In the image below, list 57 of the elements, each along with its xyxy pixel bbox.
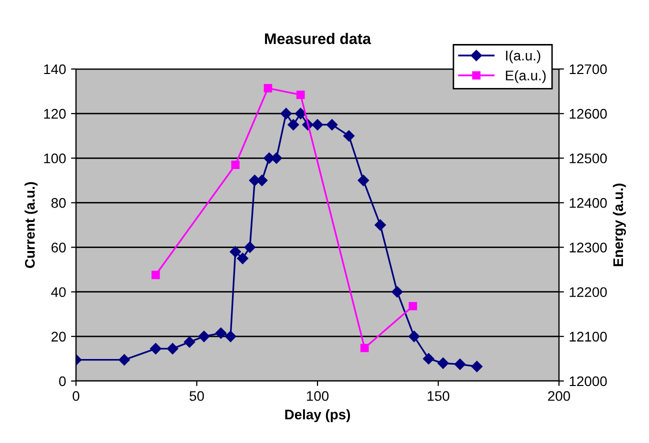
point <box>360 344 369 352</box>
point <box>374 219 386 231</box>
point <box>408 330 420 342</box>
point <box>264 84 272 92</box>
point <box>296 90 305 100</box>
point <box>343 130 354 142</box>
x-axis-title: Delay (ps) <box>285 409 350 422</box>
point <box>215 327 227 339</box>
y-tick-label: 120 <box>44 108 66 119</box>
chart-title: Measured data <box>265 32 372 44</box>
point <box>244 242 256 253</box>
y2-axis-title: Energy (a.u.) <box>612 184 626 266</box>
x-tick-label: 50 <box>190 391 204 401</box>
y2-tick-label: 12400 <box>570 198 607 208</box>
y2-tick-label: 12200 <box>570 287 607 298</box>
point <box>184 336 196 348</box>
point <box>230 246 241 258</box>
point <box>358 174 369 186</box>
point <box>454 358 466 370</box>
point <box>471 360 482 372</box>
y-tick-label: 0 <box>59 376 66 386</box>
point <box>118 354 130 366</box>
point <box>408 302 418 310</box>
point <box>166 343 178 354</box>
point <box>224 330 236 342</box>
y-tick-label: 60 <box>52 242 66 252</box>
x-tick-label: 100 <box>306 391 329 401</box>
y2-tick-label: 12600 <box>570 108 607 119</box>
y-axis-title: Current (a.u.) <box>24 182 38 268</box>
point <box>231 160 240 169</box>
point <box>198 330 210 342</box>
y-tick-label: 40 <box>51 287 66 298</box>
x-tick-label: 200 <box>548 391 570 401</box>
y2-tick-label: 12500 <box>570 153 607 164</box>
point <box>280 108 292 120</box>
point <box>152 270 160 280</box>
point <box>288 119 299 130</box>
y-tick-label: 20 <box>52 332 66 342</box>
point <box>237 252 248 264</box>
point <box>312 119 324 130</box>
y2-tick-label: 12700 <box>570 64 607 74</box>
point <box>422 353 434 364</box>
point <box>392 286 403 298</box>
y-tick-label: 100 <box>44 153 66 164</box>
legend-label: E(a.u.) <box>506 70 546 84</box>
y2-tick-label: 12100 <box>570 332 607 342</box>
point <box>294 108 306 120</box>
x-tick-label: 0 <box>72 391 80 401</box>
point <box>326 119 338 130</box>
y2-tick-label: 12000 <box>570 376 607 386</box>
y-tick-label: 140 <box>44 64 66 74</box>
y2-tick-label: 12300 <box>570 242 607 252</box>
legend-label: I(a.u.) <box>506 50 540 64</box>
y-tick-label: 80 <box>51 198 66 208</box>
x-tick-label: 150 <box>428 391 450 401</box>
point <box>437 358 449 369</box>
point <box>150 343 162 354</box>
